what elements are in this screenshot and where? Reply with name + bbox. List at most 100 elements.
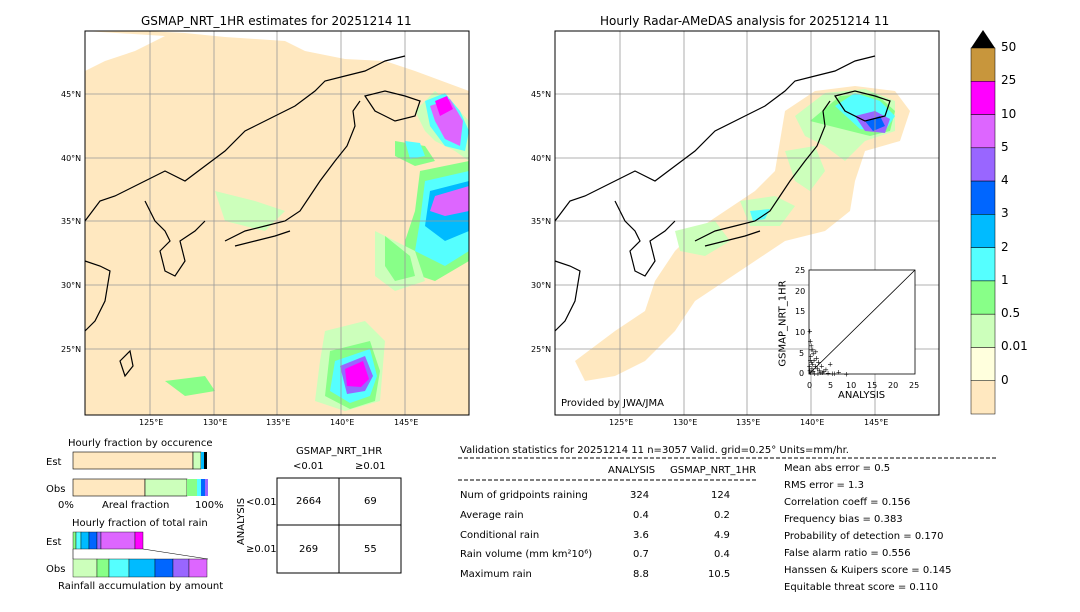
right-map (554, 30, 940, 416)
colorbar-label: 10 (1001, 106, 1017, 121)
scatter-point: + (806, 363, 812, 371)
right-lat-label: 45°N (531, 90, 552, 99)
colorbar-label: 0 (1001, 372, 1009, 387)
total-bars (72, 531, 209, 578)
scatter-point: + (807, 327, 813, 335)
occurrence-title: Hourly fraction by occurence (68, 438, 213, 449)
contingency-cell: 2664 (296, 496, 322, 507)
scatter-point: + (814, 354, 820, 362)
validation-header: Validation statistics for 20251214 11 n=… (460, 445, 849, 456)
scatter-point: + (819, 363, 825, 371)
colorbar-label: 2 (1001, 239, 1009, 254)
contingency-col-header: ≥0.01 (355, 461, 386, 472)
left-lat-label: 45°N (61, 90, 82, 99)
scatter-point: + (820, 369, 826, 377)
scatter-point: + (827, 361, 833, 369)
occurrence-axis-mid: Areal fraction (102, 500, 170, 511)
scatter-xtick: 15 (867, 381, 878, 390)
validation-row-gsmap: 124 (711, 490, 731, 501)
scatter-point: + (807, 356, 813, 364)
scatter-ytick: 10 (795, 328, 806, 337)
colorbar-label: 0.5 (1001, 306, 1021, 321)
colorbar-label: 50 (1001, 40, 1017, 54)
validation-row-analysis: 3.6 (633, 530, 649, 541)
colorbar (970, 30, 996, 415)
scatter-point: + (821, 368, 827, 376)
right-lon-label: 140°E (800, 418, 825, 427)
left-map-title: GSMAP_NRT_1HR estimates for 20251214 11 (141, 14, 412, 28)
scatter-point: + (812, 363, 818, 371)
scatter-point: + (811, 356, 817, 364)
validation-rule (458, 457, 996, 459)
score-line: False alarm ratio = 0.556 (784, 548, 911, 559)
left-map (84, 30, 470, 416)
validation-row-gsmap: 4.9 (714, 530, 730, 541)
scatter-point: + (809, 365, 815, 373)
colorbar-cell (970, 247, 996, 282)
validation-row-label: Conditional rain (460, 530, 540, 541)
contingency-cell: 55 (364, 544, 377, 555)
scatter-point: + (836, 369, 842, 377)
colorbar-label: 0.01 (1001, 339, 1028, 354)
validation-subrule (458, 479, 756, 481)
right-lat-label: 25°N (531, 345, 552, 354)
contingency-row-header: ≥0.01 (246, 544, 277, 555)
right-lon-label: 125°E (609, 418, 634, 427)
score-line: RMS error = 1.3 (784, 480, 864, 491)
right-lat-label: 30°N (531, 281, 552, 290)
contingency-col-header: <0.01 (293, 461, 324, 472)
left-lon-label: 140°E (330, 418, 355, 427)
left-lat-label: 25°N (61, 345, 82, 354)
validation-row-analysis: 8.8 (633, 569, 649, 580)
left-lat-label: 30°N (61, 281, 82, 290)
score-line: Mean abs error = 0.5 (784, 463, 891, 474)
score-line: Frequency bias = 0.383 (784, 514, 903, 525)
right-lon-label: 135°E (736, 418, 761, 427)
right-lat-label: 40°N (531, 154, 552, 163)
colorbar-cell (970, 280, 996, 315)
scatter-plot: ++++++++++++++++++++++ +++++++++++++ (806, 269, 916, 379)
colorbar-cell (970, 214, 996, 248)
scatter-xtick: 20 (888, 381, 899, 390)
right-lon-label: 130°E (673, 418, 698, 427)
scatter-ytick: 25 (795, 266, 806, 275)
scatter-point: + (823, 366, 829, 374)
score-line: Probability of detection = 0.170 (784, 531, 944, 542)
scatter-point: + (810, 346, 816, 354)
scatter-point: + (817, 367, 823, 375)
total-title: Hourly fraction of total rain (72, 518, 208, 529)
validation-row-label: Average rain (460, 510, 524, 521)
occurrence-bars (72, 451, 208, 497)
scatter-point: + (832, 370, 838, 378)
colorbar-cell (970, 313, 996, 348)
left-lon-label: 135°E (266, 418, 291, 427)
left-lon-label: 125°E (139, 418, 164, 427)
validation-row-label: Num of gridpoints raining (460, 490, 588, 501)
contingency-title: GSMAP_NRT_1HR (296, 446, 383, 457)
validation-row-label: Rain volume (mm km²10⁶) (460, 549, 593, 560)
scatter-ytick: 15 (795, 307, 806, 316)
score-line: Correlation coeff = 0.156 (784, 497, 911, 508)
scatter-point: + (807, 338, 813, 346)
occurrence-axis-left: 0% (58, 500, 74, 511)
colorbar-cell (970, 180, 996, 215)
scatter-point: + (809, 361, 815, 369)
scatter-ylabel: GSMAP_NRT_1HR (777, 280, 789, 367)
colorbar-label: 25 (1001, 73, 1017, 88)
colorbar-label: 3 (1001, 206, 1009, 221)
scatter-ytick: 0 (799, 369, 805, 378)
scatter-point: + (808, 352, 814, 360)
scatter-point: + (810, 368, 816, 376)
validation-row-analysis: 324 (630, 490, 650, 501)
colorbar-cell (970, 147, 996, 182)
validation-row-gsmap: 0.2 (714, 510, 730, 521)
scatter-point: + (808, 369, 814, 377)
colorbar-cell (970, 380, 996, 415)
validation-row-label: Maximum rain (460, 569, 532, 580)
total-caption: Rainfall accumulation by amount (58, 581, 224, 592)
right-map-title: Hourly Radar-AMeDAS analysis for 2025121… (600, 14, 890, 28)
validation-col-gsmap: GSMAP_NRT_1HR (670, 465, 757, 476)
contingency-cell: 69 (364, 496, 377, 507)
scatter-point: + (829, 370, 835, 378)
colorbar-cell (970, 81, 996, 115)
